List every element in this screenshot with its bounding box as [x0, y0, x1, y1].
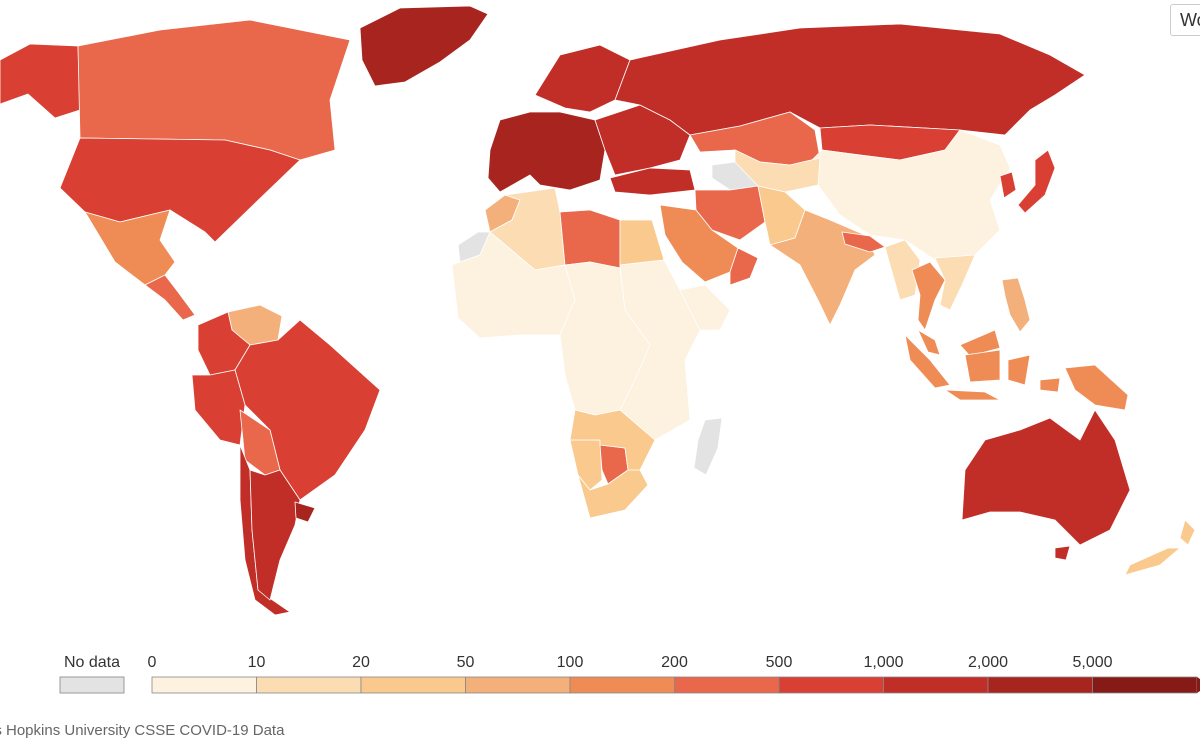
- world-map[interactable]: [0, 0, 1200, 630]
- legend-bin[interactable]: [883, 676, 989, 694]
- legend-no-data-swatch: [59, 676, 125, 694]
- region-thailand[interactable]: [911, 261, 946, 331]
- legend-tick-label: 0: [148, 654, 157, 671]
- legend-bin[interactable]: [569, 676, 675, 694]
- region-uruguay[interactable]: [294, 501, 316, 523]
- legend-bin[interactable]: [360, 676, 466, 694]
- legend-bin[interactable]: [151, 676, 257, 694]
- region-western-europe[interactable]: [487, 111, 606, 193]
- region-malaysia[interactable]: [917, 329, 1001, 357]
- region-korea[interactable]: [999, 171, 1017, 199]
- legend-tick-label: 2,000: [968, 654, 1008, 671]
- region-argentina[interactable]: [249, 469, 301, 601]
- legend-bin[interactable]: [256, 676, 362, 694]
- region-nepal[interactable]: [841, 231, 886, 253]
- region-scandinavia[interactable]: [534, 44, 631, 113]
- region-australia[interactable]: [961, 409, 1131, 561]
- region-horn-of-africa[interactable]: [679, 284, 731, 331]
- legend-bin[interactable]: [778, 676, 884, 694]
- legend-bin[interactable]: [465, 676, 571, 694]
- region-russia[interactable]: [614, 23, 1086, 136]
- region-egypt[interactable]: [619, 219, 665, 266]
- region-mexico[interactable]: [84, 209, 176, 286]
- legend-tick-label: 100: [557, 654, 584, 671]
- legend-arrow: [1197, 677, 1200, 693]
- region-greenland[interactable]: [359, 5, 489, 87]
- legend-tick-label: 5,000: [1072, 654, 1112, 671]
- region-indochina[interactable]: [934, 254, 976, 311]
- region-papua-new-guinea[interactable]: [1064, 364, 1129, 411]
- legend-tick-label: 10: [248, 654, 266, 671]
- region-usa[interactable]: [59, 137, 301, 243]
- region-central-america[interactable]: [144, 274, 196, 321]
- region-japan[interactable]: [1017, 149, 1056, 214]
- region-madagascar[interactable]: [693, 417, 723, 476]
- legend-tick-label: 20: [352, 654, 370, 671]
- legend-bin[interactable]: [987, 676, 1093, 694]
- region-indonesia[interactable]: [904, 334, 1061, 401]
- legend-tick-label: 500: [766, 654, 793, 671]
- region-china[interactable]: [811, 129, 1011, 261]
- region-east-africa[interactable]: [619, 259, 701, 441]
- legend-bin[interactable]: [674, 676, 780, 694]
- region-libya[interactable]: [559, 209, 621, 269]
- legend-tick-label: 1,000: [863, 654, 903, 671]
- legend-no-data-label: No data: [64, 654, 120, 671]
- legend-tick-label: 50: [457, 654, 475, 671]
- region-philippines[interactable]: [1001, 277, 1031, 333]
- region-namibia[interactable]: [569, 439, 603, 491]
- legend-bin[interactable]: [1092, 676, 1198, 694]
- world-button[interactable]: Wo: [1170, 4, 1200, 36]
- region-southern-africa[interactable]: [569, 409, 656, 519]
- region-new-zealand[interactable]: [1124, 519, 1196, 576]
- source-text: ns Hopkins University CSSE COVID-19 Data: [0, 722, 285, 739]
- legend-tick-label: 200: [661, 654, 688, 671]
- region-alaska[interactable]: [0, 43, 81, 119]
- region-peru[interactable]: [191, 369, 246, 446]
- region-myanmar[interactable]: [884, 239, 921, 301]
- color-legend: No data 0 10 20 50 100 200 500 1,000 2,000 5,000: [59, 654, 1200, 694]
- region-oman[interactable]: [729, 247, 759, 286]
